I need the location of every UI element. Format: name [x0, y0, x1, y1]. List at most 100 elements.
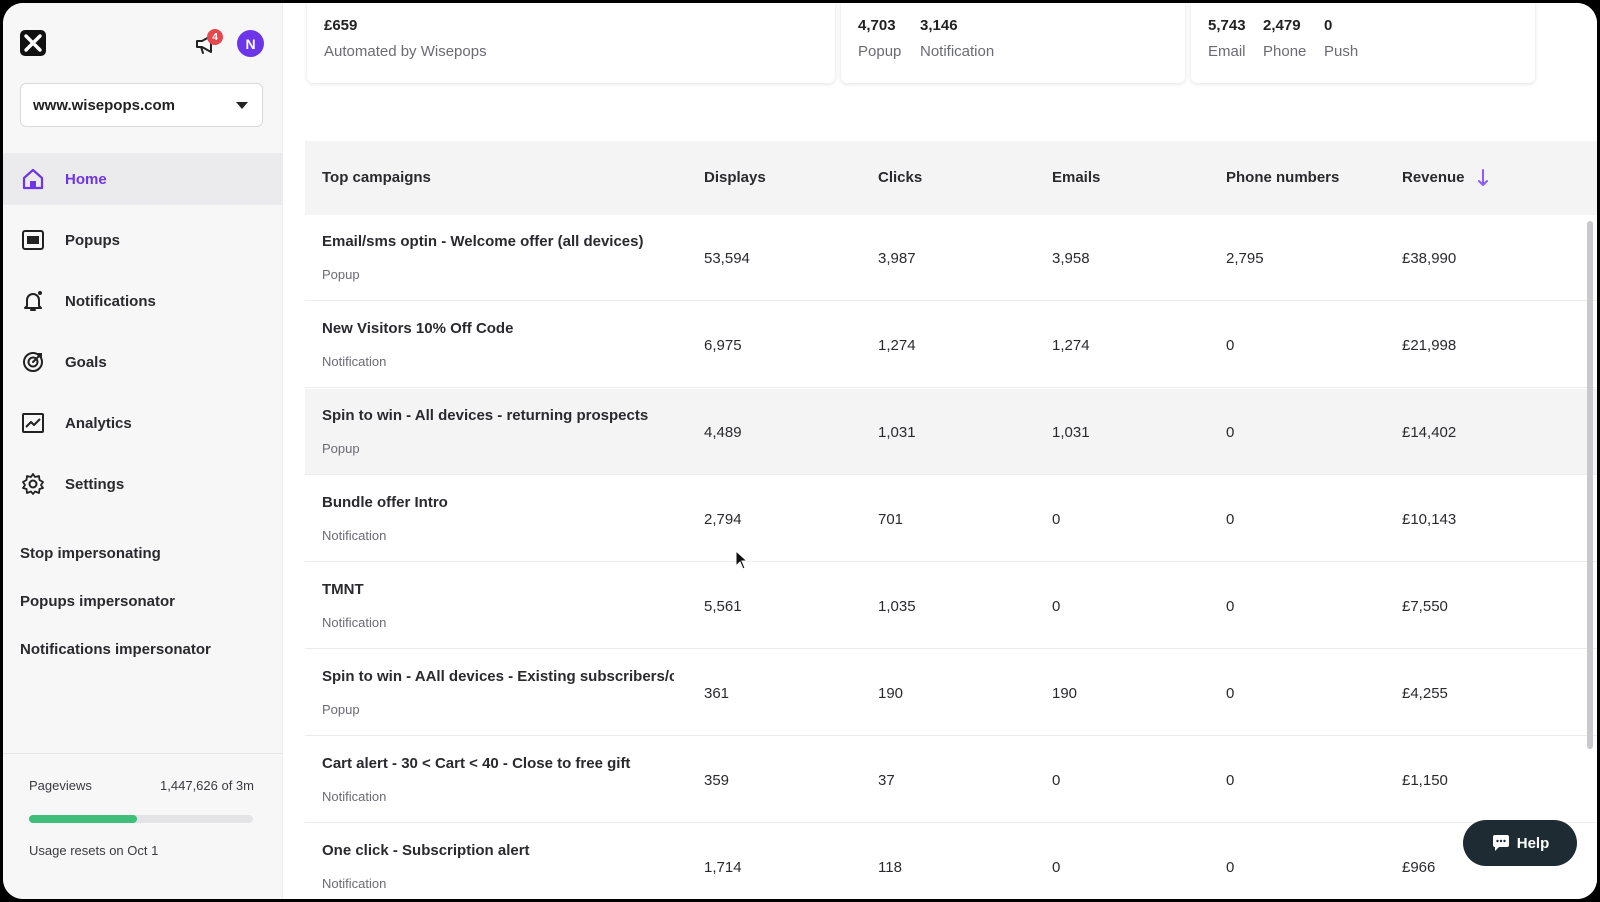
- stat-label: Push: [1324, 43, 1358, 60]
- stat-label: Phone: [1263, 43, 1306, 60]
- sidebar-item-analytics[interactable]: Analytics: [3, 397, 282, 449]
- col-header-campaign: Top campaigns: [322, 169, 431, 186]
- table-row[interactable]: TMNTNotification5,5611,03500£7,550: [305, 563, 1597, 649]
- campaign-name[interactable]: Spin to win - All devices - returning pr…: [322, 407, 674, 424]
- cell-phones: 0: [1226, 859, 1234, 876]
- chevron-down-icon: [236, 102, 248, 109]
- cell-clicks: 37: [878, 772, 895, 789]
- cell-displays: 4,489: [704, 424, 742, 441]
- table-row[interactable]: Cart alert - 30 < Cart < 40 - Close to f…: [305, 737, 1597, 823]
- notification-count-badge: 4: [207, 29, 223, 45]
- cell-revenue: £7,550: [1402, 598, 1448, 615]
- table-row[interactable]: One click - Subscription alert Notificati…: [305, 824, 1597, 899]
- campaign-name[interactable]: Cart alert - 30 < Cart < 40 - Close to f…: [322, 755, 674, 772]
- campaign-name[interactable]: TMNT: [322, 581, 674, 598]
- cell-emails: 0: [1052, 859, 1060, 876]
- avatar[interactable]: N: [237, 30, 264, 57]
- campaign-name[interactable]: Spin to win - AAll devices - Existing su…: [322, 668, 674, 685]
- campaign-type: Notification: [322, 789, 386, 804]
- campaign-type: Popup: [322, 441, 360, 456]
- stat-card-contacts: 5,743 Email 2,479 Phone 0 Push: [1191, 3, 1535, 83]
- table-header: Top campaigns Displays Clicks Emails Pho…: [305, 141, 1597, 215]
- campaign-name[interactable]: New Visitors 10% Off Code: [322, 320, 674, 337]
- sidebar-item-label: Notifications: [65, 293, 156, 310]
- stop-impersonating-link[interactable]: Stop impersonating: [20, 545, 161, 562]
- cell-phones: 0: [1226, 685, 1234, 702]
- col-header-clicks[interactable]: Clicks: [878, 169, 922, 186]
- wisepops-logo[interactable]: [20, 30, 46, 56]
- cell-clicks: 3,987: [878, 250, 916, 267]
- bell-icon: [21, 289, 45, 313]
- stat-value: 2,479: [1263, 17, 1301, 34]
- popups-impersonator-link[interactable]: Popups impersonator: [20, 593, 175, 610]
- divider: [3, 753, 282, 754]
- cell-revenue: £38,990: [1402, 250, 1456, 267]
- cell-revenue: £966: [1402, 859, 1435, 876]
- campaign-type: Notification: [322, 615, 386, 630]
- table-row[interactable]: Bundle offer IntroNotification2,79470100…: [305, 476, 1597, 562]
- sidebar-item-settings[interactable]: Settings: [3, 458, 282, 510]
- sidebar-item-goals[interactable]: Goals: [3, 336, 282, 388]
- cell-displays: 1,714: [704, 859, 742, 876]
- stat-card-automated: £659 Automated by Wisepops: [307, 3, 835, 83]
- campaign-name[interactable]: Bundle offer Intro: [322, 494, 674, 511]
- cell-displays: 6,975: [704, 337, 742, 354]
- site-select-value: www.wisepops.com: [33, 97, 175, 114]
- campaign-name[interactable]: Email/sms optin - Welcome offer (all dev…: [322, 233, 674, 250]
- table-row[interactable]: Email/sms optin - Welcome offer (all dev…: [305, 215, 1597, 301]
- cell-clicks: 190: [878, 685, 903, 702]
- campaign-name[interactable]: One click - Subscription alert: [322, 842, 674, 859]
- campaign-type: Notification: [322, 528, 386, 543]
- sidebar-item-notifications[interactable]: Notifications: [3, 275, 282, 327]
- stat-label: Automated by Wisepops: [324, 43, 487, 60]
- mouse-cursor-icon: [735, 550, 747, 570]
- campaign-type: Popup: [322, 267, 360, 282]
- cell-emails: 3,958: [1052, 250, 1090, 267]
- site-select[interactable]: www.wisepops.com: [20, 83, 263, 127]
- notifications-impersonator-link[interactable]: Notifications impersonator: [20, 641, 211, 658]
- table-row[interactable]: Spin to win - All devices - returning pr…: [305, 389, 1597, 475]
- cell-revenue: £21,998: [1402, 337, 1456, 354]
- cell-displays: 53,594: [704, 250, 750, 267]
- stat-value: 0: [1324, 17, 1332, 34]
- cell-emails: 190: [1052, 685, 1077, 702]
- stat-label: Popup: [858, 43, 901, 60]
- sort-down-icon[interactable]: [1477, 168, 1489, 188]
- cell-phones: 2,795: [1226, 250, 1264, 267]
- col-header-emails[interactable]: Emails: [1052, 169, 1100, 186]
- popup-icon: [21, 228, 45, 252]
- home-icon: [21, 167, 45, 191]
- target-icon: [21, 350, 45, 374]
- cell-clicks: 1,274: [878, 337, 916, 354]
- campaign-type: Notification: [322, 876, 386, 891]
- pageviews-progress-bar: [29, 815, 253, 823]
- cell-clicks: 1,031: [878, 424, 916, 441]
- usage-reset-text: Usage resets on Oct 1: [29, 843, 158, 858]
- sidebar-item-home[interactable]: Home: [3, 153, 282, 205]
- help-button[interactable]: Help: [1463, 820, 1577, 866]
- cell-displays: 359: [704, 772, 729, 789]
- gear-icon: [21, 472, 45, 496]
- cell-emails: 0: [1052, 598, 1060, 615]
- cell-displays: 2,794: [704, 511, 742, 528]
- cell-clicks: 701: [878, 511, 903, 528]
- table-row[interactable]: Spin to win - AAll devices - Existing su…: [305, 650, 1597, 736]
- col-header-displays[interactable]: Displays: [704, 169, 766, 186]
- cell-revenue: £1,150: [1402, 772, 1448, 789]
- cell-phones: 0: [1226, 772, 1234, 789]
- cell-clicks: 1,035: [878, 598, 916, 615]
- stat-value: £659: [324, 17, 357, 34]
- col-header-phones[interactable]: Phone numbers: [1226, 169, 1339, 186]
- campaign-type: Notification: [322, 354, 386, 369]
- stat-value: 5,743: [1208, 17, 1246, 34]
- main-content: £659 Automated by Wisepops 4,703 Popup 3…: [283, 3, 1597, 899]
- cell-phones: 0: [1226, 511, 1234, 528]
- sidebar-item-popups[interactable]: Popups: [3, 214, 282, 266]
- scrollbar[interactable]: [1587, 221, 1593, 749]
- pageviews-value: 1,447,626 of 3m: [160, 778, 254, 793]
- cell-emails: 1,031: [1052, 424, 1090, 441]
- table-row[interactable]: New Visitors 10% Off Code Notification 6,9…: [305, 302, 1597, 388]
- help-label: Help: [1517, 835, 1550, 852]
- col-header-revenue[interactable]: Revenue: [1402, 169, 1465, 186]
- cell-emails: 0: [1052, 772, 1060, 789]
